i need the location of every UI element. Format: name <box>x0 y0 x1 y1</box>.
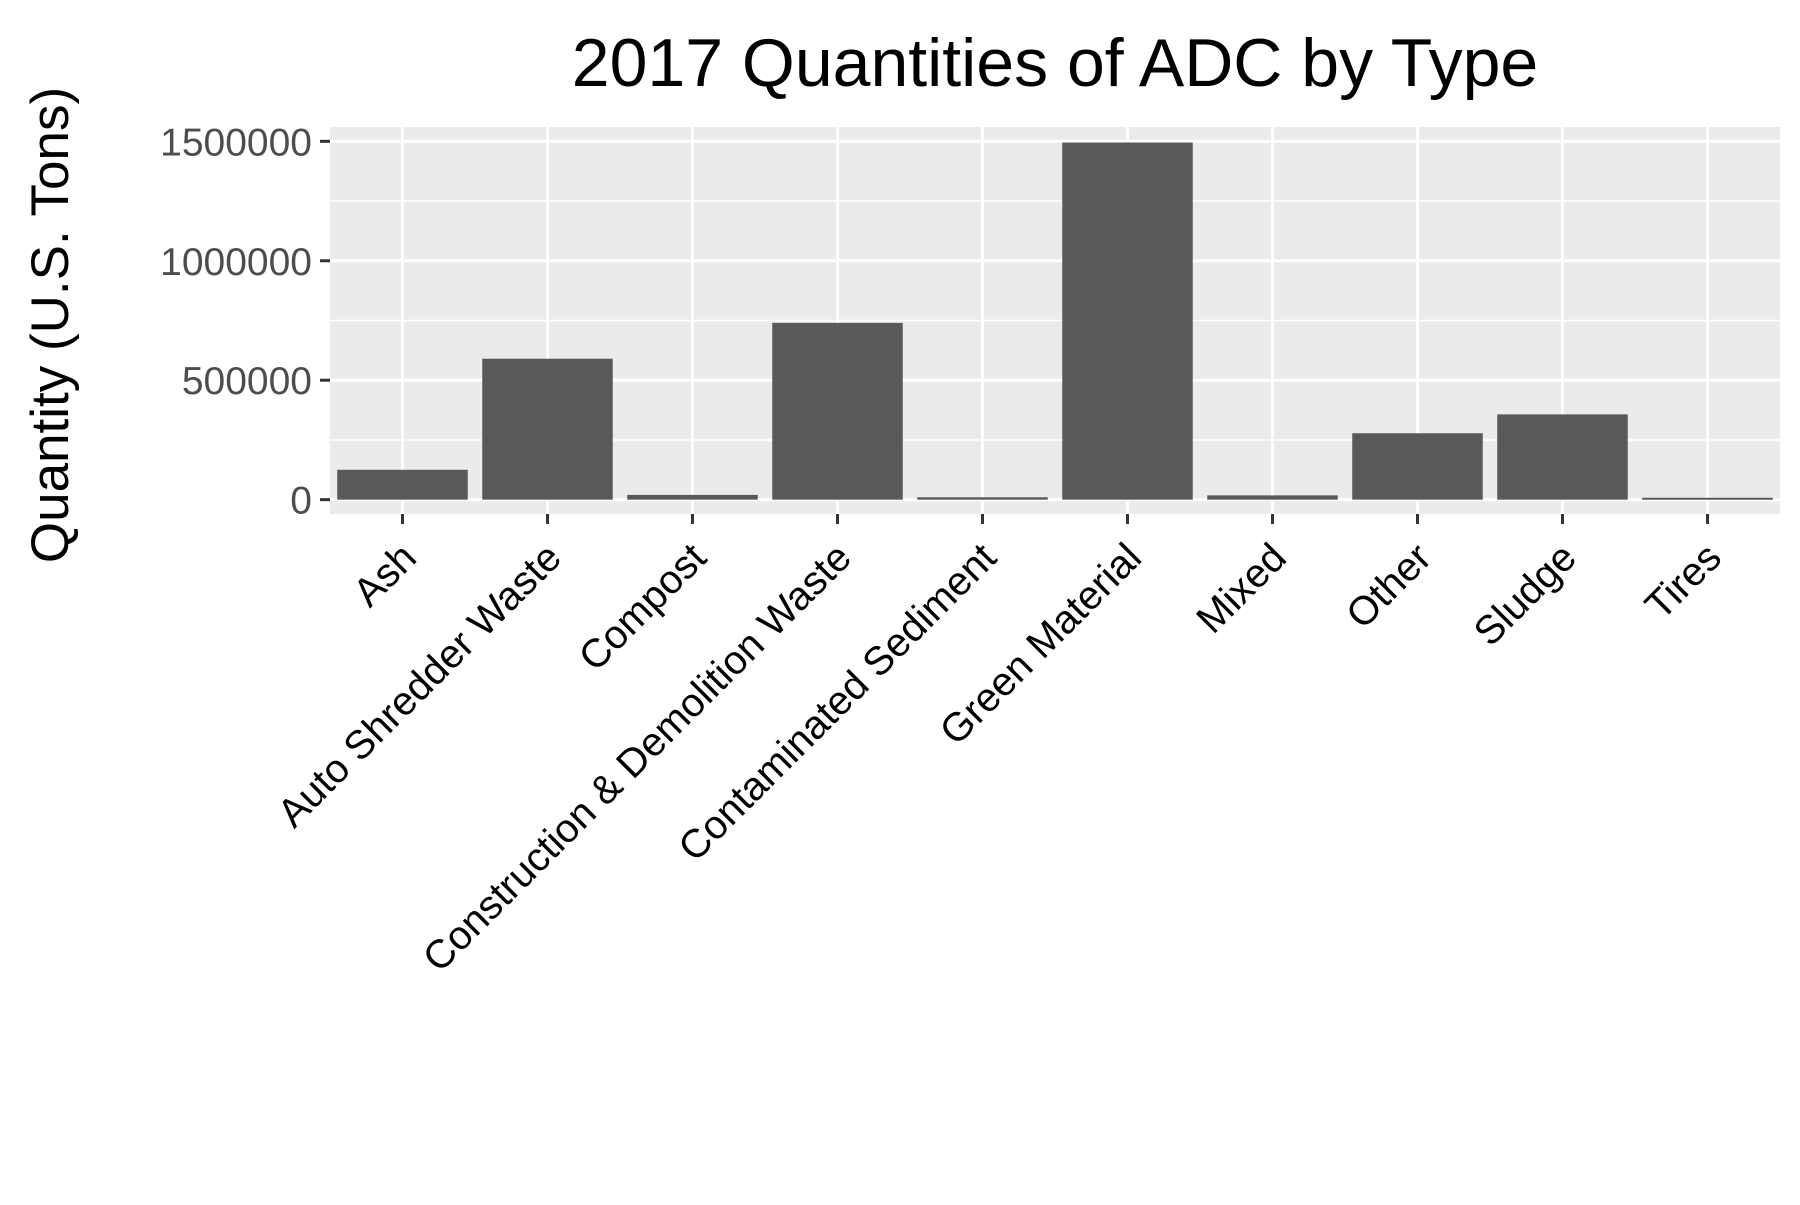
x-tick-label: Tires <box>1637 535 1730 628</box>
y-tick-label: 500000 <box>182 360 312 403</box>
x-tick-label: Ash <box>345 535 425 615</box>
bar <box>627 494 758 500</box>
bar <box>337 469 468 500</box>
bar <box>917 497 1048 500</box>
y-tick-label: 1500000 <box>160 121 312 164</box>
chart-title: 2017 Quantities of ADC by Type <box>572 25 1538 101</box>
x-tick-label: Sludge <box>1466 535 1585 654</box>
y-tick-label: 1000000 <box>160 241 312 284</box>
bar <box>1497 414 1628 500</box>
bars <box>337 142 1773 500</box>
bar <box>1062 142 1193 500</box>
bar <box>482 358 613 500</box>
bar <box>1207 495 1338 500</box>
x-tick-label: Mixed <box>1188 535 1295 642</box>
bar <box>1352 433 1483 500</box>
bar <box>772 322 903 500</box>
x-tick-label: Auto Shredder Waste <box>269 535 569 835</box>
y-axis-label: Quantity (U.S. Tons) <box>21 87 80 563</box>
y-tick-label: 0 <box>290 480 312 523</box>
x-tick-label: Compost <box>571 535 715 679</box>
bar <box>1642 497 1773 500</box>
x-tick-label: Other <box>1338 535 1440 637</box>
